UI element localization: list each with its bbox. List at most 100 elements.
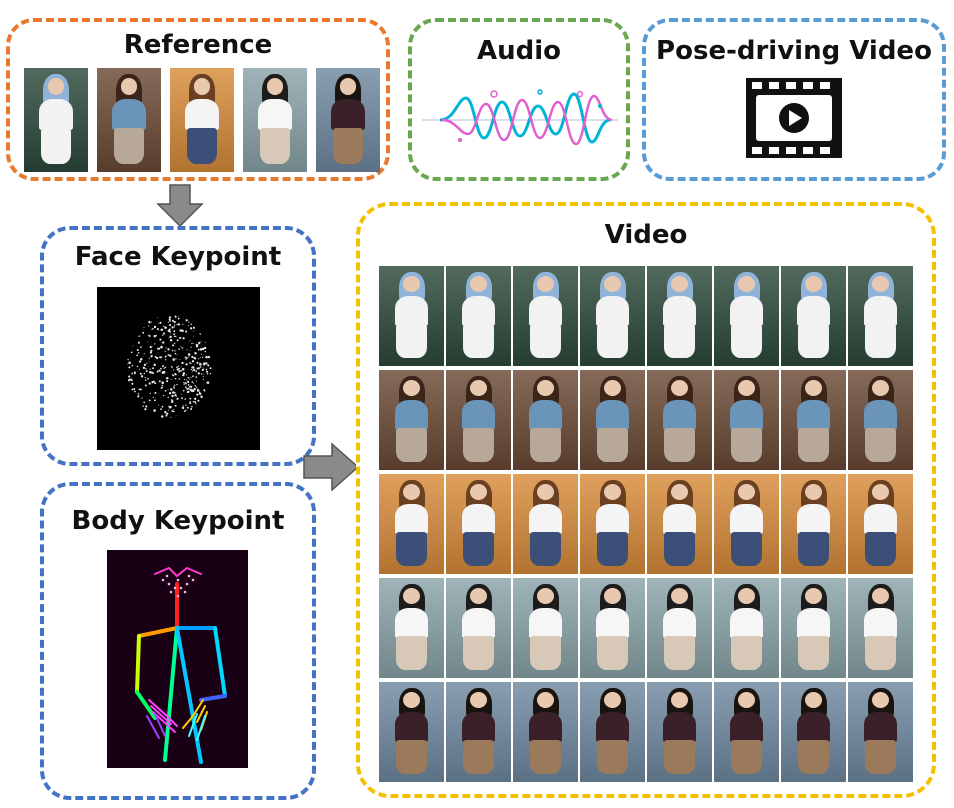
face-keypoint-dot [182,372,186,375]
face-keypoint-dot [173,342,176,345]
face-keypoint-dot [195,386,197,388]
face-keypoint-dot [161,381,164,384]
face-keypoint-dot [199,333,201,335]
face-keypoint-dot [171,410,174,413]
face-keypoint-dot [204,341,206,343]
face-keypoint-dot [168,405,170,408]
face-keypoint-dot [141,397,143,399]
face-keypoint-dot [151,345,153,347]
face-keypoint-dot [184,382,187,385]
face-keypoint-dot [197,399,200,402]
face-keypoint-dot [138,360,142,363]
face-keypoint-dot [165,377,168,380]
face-keypoint-dot [200,395,203,399]
face-keypoint-dot [190,408,193,410]
face-keypoint-dot [196,380,197,382]
face-keypoint-dot [133,371,137,374]
face-keypoint-dot [139,372,142,375]
face-keypoint-dot [161,384,164,387]
face-keypoint-dot [185,330,188,333]
face-keypoint-dot [178,316,180,318]
face-keypoint-dot [153,325,157,329]
face-keypoint-dot [137,365,139,367]
face-keypoint-dot [143,353,145,355]
face-keypoint-dot [186,406,189,409]
face-keypoint-dot [173,408,175,410]
face-keypoint-dot [174,404,177,407]
face-keypoint-dot [199,363,202,366]
face-keypoint-dot [175,415,177,417]
face-keypoint-dot [174,321,176,323]
face-keypoint-dot [145,370,148,373]
face-keypoint-dot [197,372,200,375]
face-keypoint-dot [187,380,190,383]
face-keypoint-dot [185,404,187,406]
face-keypoint-dot [161,405,164,408]
face-keypoint-dot [198,357,200,360]
face-keypoint-dot [170,416,172,418]
face-keypoint-dot [188,386,191,388]
face-keypoint-dot [195,345,199,348]
face-keypoint-dot [183,382,185,384]
face-keypoint-dot [190,377,192,379]
arrow-down-icon [156,184,204,228]
face-keypoint-dot [185,363,188,366]
video-frame [647,370,712,470]
face-keypoint-dot [186,387,189,390]
face-keypoint-dot [199,357,201,359]
face-keypoint-dot [140,346,142,348]
face-keypoint-dot [158,323,160,325]
face-keypoint-dot [181,397,183,400]
face-keypoint-dot [185,386,187,388]
video-frame [379,474,444,574]
video-row-brown-hair-tie-girl [379,370,914,470]
video-frame [781,578,846,678]
reference-image-blue-hair-girl [24,68,88,172]
video-frame [714,474,779,574]
face-keypoint-dot [171,349,174,352]
face-keypoint-dot [179,378,181,380]
face-keypoint-dot [185,356,188,360]
face-keypoint-dot [148,321,151,324]
face-keypoint-dot [148,335,151,337]
face-keypoint-dot [178,377,180,379]
face-keypoint-dot [168,409,169,411]
face-keypoint-dot [167,389,169,391]
face-keypoint-dot [131,378,133,380]
face-keypoint-dot [140,358,143,361]
face-keypoint-dot [193,363,195,365]
face-keypoint-dot [197,344,199,346]
face-keypoint-dot [195,343,198,346]
face-keypoint-dot [164,366,167,369]
face-keypoint-dot [171,374,173,375]
video-frame [513,370,578,470]
face-keypoint-dot [180,393,182,395]
face-keypoint-dot [173,410,175,413]
video-row-blue-hair-girl [379,266,914,366]
face-keypoint-dot [192,375,194,378]
face-keypoint-dot [142,331,145,334]
face-keypoint-dot [174,325,176,327]
video-frame [446,474,511,574]
reference-image-mountain-lake-girl [316,68,380,172]
face-keypoint-dot [167,354,170,356]
face-keypoint-dot [207,357,209,359]
audio-waveform-icon [422,89,618,146]
face-keypoint-dot [138,388,140,391]
face-keypoint-dot [137,341,140,344]
face-keypoint-dot [192,326,195,329]
face-keypoint-dot [192,382,194,384]
face-keypoint-dot [143,401,146,404]
face-keypoint-dot [137,393,140,395]
face-keypoint-dot [185,319,188,322]
face-keypoint-dot [184,398,186,400]
face-keypoint-dot [143,363,147,367]
video-frame [446,682,511,782]
face-keypoint-dot [158,404,160,406]
face-keypoint-dot [163,325,165,327]
face-keypoint-dot [159,356,163,359]
video-frame [848,682,913,782]
face-keypoint-dot [189,362,192,364]
face-keypoint-dot [171,367,173,369]
face-keypoint-dot [144,408,147,411]
